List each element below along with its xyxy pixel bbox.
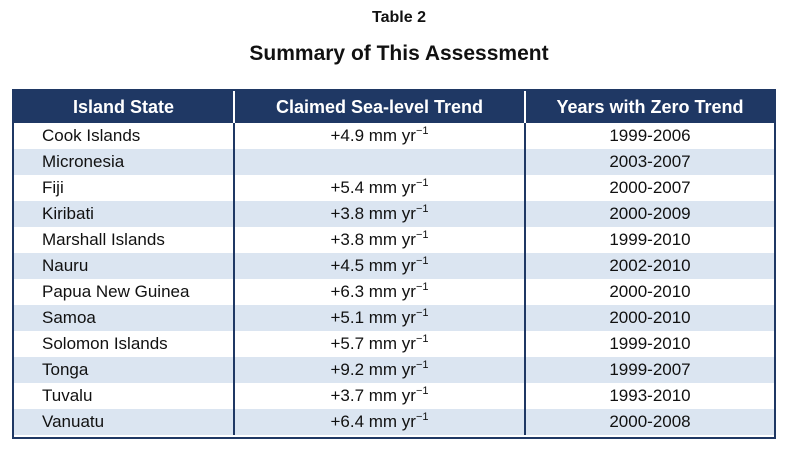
trend-value: +3.8 <box>330 204 365 223</box>
trend-unit: mm yr <box>368 204 416 223</box>
table-row: Vanuatu +6.4 mm yr−1 2000-2008 <box>14 409 774 435</box>
trend-value: +4.5 <box>330 256 365 275</box>
table-row: Tonga +9.2 mm yr−1 1999-2007 <box>14 357 774 383</box>
island-state-cell: Solomon Islands <box>14 331 234 357</box>
header-zero-trend-years: Years with Zero Trend <box>524 91 774 123</box>
zero-trend-years-cell: 2000-2010 <box>524 305 774 331</box>
island-state-cell: Tuvalu <box>14 383 234 409</box>
trend-value: +6.3 <box>330 282 365 301</box>
trend-unit-exponent: −1 <box>415 125 429 137</box>
table-row: Solomon Islands +5.7 mm yr−1 1999-2010 <box>14 331 774 357</box>
trend-unit: mm yr <box>368 282 416 301</box>
zero-trend-years-cell: 2000-2008 <box>524 409 774 435</box>
trend-value: +4.9 <box>330 126 365 145</box>
island-state-cell: Tonga <box>14 357 234 383</box>
island-state-cell: Marshall Islands <box>14 227 234 253</box>
table-row: Nauru +4.5 mm yr−1 2002-2010 <box>14 253 774 279</box>
trend-unit-exponent: −1 <box>415 333 429 345</box>
claimed-trend-cell: +3.8 mm yr−1 <box>233 227 525 253</box>
trend-unit-exponent: −1 <box>415 359 429 371</box>
zero-trend-years-cell: 2000-2010 <box>524 279 774 305</box>
trend-value: +5.1 <box>330 308 365 327</box>
trend-value: +5.7 <box>330 334 365 353</box>
claimed-trend-cell: +6.4 mm yr−1 <box>233 409 525 435</box>
trend-unit-exponent: −1 <box>415 385 429 397</box>
trend-value: +6.4 <box>330 412 365 431</box>
claimed-trend-cell: +4.9 mm yr−1 <box>233 123 525 149</box>
zero-trend-years-cell: 2003-2007 <box>524 149 774 175</box>
trend-unit-exponent: −1 <box>415 177 429 189</box>
island-state-cell: Samoa <box>14 305 234 331</box>
zero-trend-years-cell: 2000-2007 <box>524 175 774 201</box>
trend-value: +9.2 <box>330 360 365 379</box>
claimed-trend-cell: +6.3 mm yr−1 <box>233 279 525 305</box>
claimed-trend-cell: +3.7 mm yr−1 <box>233 383 525 409</box>
table-body: Cook Islands +4.9 mm yr−1 1999-2006 Microne… <box>14 123 774 435</box>
trend-unit-exponent: −1 <box>415 281 429 293</box>
claimed-trend-cell: +5.4 mm yr−1 <box>233 175 525 201</box>
trend-unit-exponent: −1 <box>415 229 429 241</box>
zero-trend-years-cell: 2002-2010 <box>524 253 774 279</box>
trend-unit: mm yr <box>368 230 416 249</box>
table-row: Samoa +5.1 mm yr−1 2000-2010 <box>14 305 774 331</box>
trend-unit-exponent: −1 <box>415 255 429 267</box>
table-label: Table 2 <box>372 9 426 26</box>
trend-unit-exponent: −1 <box>415 307 429 319</box>
island-state-cell: Vanuatu <box>14 409 234 435</box>
trend-value: +3.8 <box>330 230 365 249</box>
claimed-trend-cell: +4.5 mm yr−1 <box>233 253 525 279</box>
claimed-trend-cell: +3.8 mm yr−1 <box>233 201 525 227</box>
table-row: Kiribati +3.8 mm yr−1 2000-2009 <box>14 201 774 227</box>
zero-trend-years-cell: 1993-2010 <box>524 383 774 409</box>
trend-value: +3.7 <box>330 386 365 405</box>
island-state-cell: Cook Islands <box>14 123 234 149</box>
trend-unit: mm yr <box>368 256 416 275</box>
zero-trend-years-cell: 1999-2010 <box>524 331 774 357</box>
claimed-trend-cell: +5.7 mm yr−1 <box>233 331 525 357</box>
island-state-cell: Micronesia <box>14 149 234 175</box>
table-title: Summary of This Assessment <box>249 42 549 65</box>
header-claimed-trend: Claimed Sea-level Trend <box>233 91 525 123</box>
trend-value: +5.4 <box>330 178 365 197</box>
island-state-cell: Papua New Guinea <box>14 279 234 305</box>
zero-trend-years-cell: 1999-2007 <box>524 357 774 383</box>
table-header: Island State Claimed Sea-level Trend Yea… <box>14 91 774 123</box>
claimed-trend-cell: +5.1 mm yr−1 <box>233 305 525 331</box>
table-row: Micronesia 2003-2007 <box>14 149 774 175</box>
trend-unit: mm yr <box>368 178 416 197</box>
trend-unit-exponent: −1 <box>415 411 429 423</box>
trend-unit: mm yr <box>368 308 416 327</box>
summary-table: Island State Claimed Sea-level Trend Yea… <box>14 91 774 435</box>
island-state-cell: Fiji <box>14 175 234 201</box>
table-row: Papua New Guinea +6.3 mm yr−1 2000-2010 <box>14 279 774 305</box>
table-row: Cook Islands +4.9 mm yr−1 1999-2006 <box>14 123 774 149</box>
assessment-table: Island State Claimed Sea-level Trend Yea… <box>12 89 776 439</box>
trend-unit: mm yr <box>368 412 416 431</box>
island-state-cell: Nauru <box>14 253 234 279</box>
trend-unit: mm yr <box>368 360 416 379</box>
table-row: Marshall Islands +3.8 mm yr−1 1999-2010 <box>14 227 774 253</box>
zero-trend-years-cell: 2000-2009 <box>524 201 774 227</box>
island-state-cell: Kiribati <box>14 201 234 227</box>
claimed-trend-cell: +9.2 mm yr−1 <box>233 357 525 383</box>
zero-trend-years-cell: 1999-2006 <box>524 123 774 149</box>
header-island-state: Island State <box>14 91 234 123</box>
zero-trend-years-cell: 1999-2010 <box>524 227 774 253</box>
trend-unit: mm yr <box>368 386 416 405</box>
claimed-trend-cell <box>233 149 525 175</box>
trend-unit-exponent: −1 <box>415 203 429 215</box>
header-row: Island State Claimed Sea-level Trend Yea… <box>14 91 774 123</box>
table-row: Fiji +5.4 mm yr−1 2000-2007 <box>14 175 774 201</box>
trend-unit: mm yr <box>368 126 416 145</box>
table-row: Tuvalu +3.7 mm yr−1 1993-2010 <box>14 383 774 409</box>
trend-unit: mm yr <box>368 334 416 353</box>
